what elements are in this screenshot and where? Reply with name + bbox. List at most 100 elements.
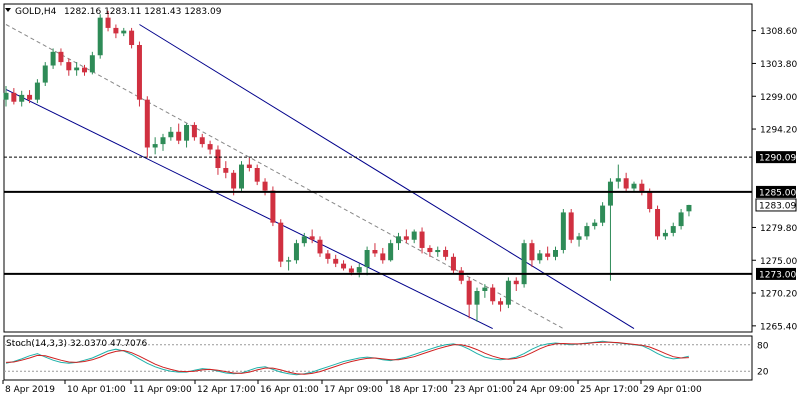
- candle: [615, 164, 621, 189]
- candle-body: [293, 243, 299, 261]
- level-price-tag: [756, 185, 796, 198]
- candle: [50, 48, 56, 69]
- candle-body: [396, 236, 401, 244]
- candle-body: [686, 204, 692, 212]
- candle: [293, 239, 299, 264]
- candle-body: [34, 82, 40, 100]
- candle: [19, 90, 25, 107]
- candle-body: [58, 51, 64, 63]
- candle: [199, 133, 205, 148]
- y-tick-label: 1275.00: [760, 257, 797, 267]
- candle: [482, 284, 488, 298]
- candle-body: [568, 212, 574, 240]
- candle-body: [309, 236, 315, 240]
- candle-body: [215, 149, 221, 168]
- candle: [309, 229, 315, 244]
- candle: [419, 227, 425, 254]
- level-price-tag: [756, 151, 796, 164]
- candle: [678, 209, 684, 230]
- candle: [215, 145, 221, 175]
- channel-line-2[interactable]: [5, 88, 493, 330]
- candle: [58, 48, 64, 66]
- symbol-title: GOLD,H4: [15, 7, 57, 17]
- candle-body: [144, 99, 150, 148]
- candle-body: [82, 67, 87, 73]
- candle-body: [105, 17, 111, 28]
- candle-body: [505, 280, 511, 305]
- candle: [631, 181, 637, 192]
- candle-body: [466, 280, 472, 305]
- candle: [498, 297, 504, 312]
- candle: [11, 88, 17, 105]
- candle-body: [74, 67, 80, 71]
- candle: [89, 51, 95, 75]
- candle-body: [317, 239, 323, 254]
- candle-body: [427, 247, 433, 253]
- candle: [246, 157, 252, 172]
- candle: [27, 90, 33, 104]
- candle: [576, 232, 582, 247]
- candle-body: [270, 190, 276, 223]
- candle-body: [168, 131, 174, 138]
- candle: [521, 239, 527, 288]
- candle-body: [521, 243, 527, 285]
- candle: [513, 277, 519, 291]
- candle: [278, 219, 284, 268]
- candle-body: [607, 181, 613, 206]
- candle-body: [152, 144, 158, 148]
- stoch-label: Stoch(14,3,3) 32.0370 47.7076: [6, 339, 147, 349]
- candle: [97, 14, 103, 59]
- candle-body: [11, 92, 17, 102]
- x-tick-label: 8 Apr 2019: [5, 385, 55, 395]
- candle: [184, 123, 190, 148]
- candle: [74, 62, 80, 76]
- candle-body: [246, 164, 252, 168]
- candle-body: [364, 250, 370, 268]
- candle: [66, 58, 72, 76]
- candle: [505, 277, 511, 309]
- candle: [490, 284, 496, 305]
- candle: [3, 86, 9, 107]
- candle-body: [639, 183, 645, 192]
- candle: [34, 79, 40, 104]
- candle-body: [419, 231, 425, 248]
- current-price-text: 1283.09: [759, 201, 796, 211]
- candle-body: [27, 94, 33, 100]
- y-tick-label: 1303.80: [760, 60, 797, 70]
- candle: [176, 123, 182, 145]
- candle-body: [356, 267, 362, 273]
- level-price-text: 1290.09: [759, 154, 796, 164]
- channel-line-3[interactable]: [5, 24, 564, 330]
- candle-body: [450, 256, 456, 271]
- candle: [545, 246, 551, 261]
- candle-body: [435, 250, 441, 253]
- candle: [317, 236, 323, 257]
- x-tick-label: 17 Apr 09:00: [324, 385, 383, 395]
- candle: [129, 27, 135, 49]
- candle-body: [66, 62, 72, 71]
- channel-line-1[interactable]: [139, 24, 635, 330]
- y-tick-label: 1270.20: [760, 290, 797, 300]
- candle: [254, 164, 260, 186]
- candle-body: [584, 226, 590, 237]
- candle-body: [325, 253, 331, 259]
- candle: [144, 96, 150, 158]
- candle: [537, 250, 543, 264]
- candle: [655, 205, 661, 240]
- y-tick-label: 1294.20: [760, 126, 797, 136]
- candle-body: [631, 183, 637, 189]
- candle-body: [348, 268, 354, 273]
- candle-body: [42, 65, 48, 83]
- candle: [450, 253, 456, 274]
- candle-body: [207, 144, 213, 150]
- x-tick-label: 25 Apr 17:00: [580, 385, 639, 395]
- candle-body: [254, 168, 260, 182]
- candle-body: [600, 205, 606, 223]
- candle-body: [50, 51, 56, 66]
- candle: [160, 133, 166, 151]
- candle: [623, 172, 629, 192]
- candle-body: [97, 17, 103, 56]
- candle-body: [513, 280, 519, 285]
- collapse-triangle-icon[interactable]: [5, 8, 11, 12]
